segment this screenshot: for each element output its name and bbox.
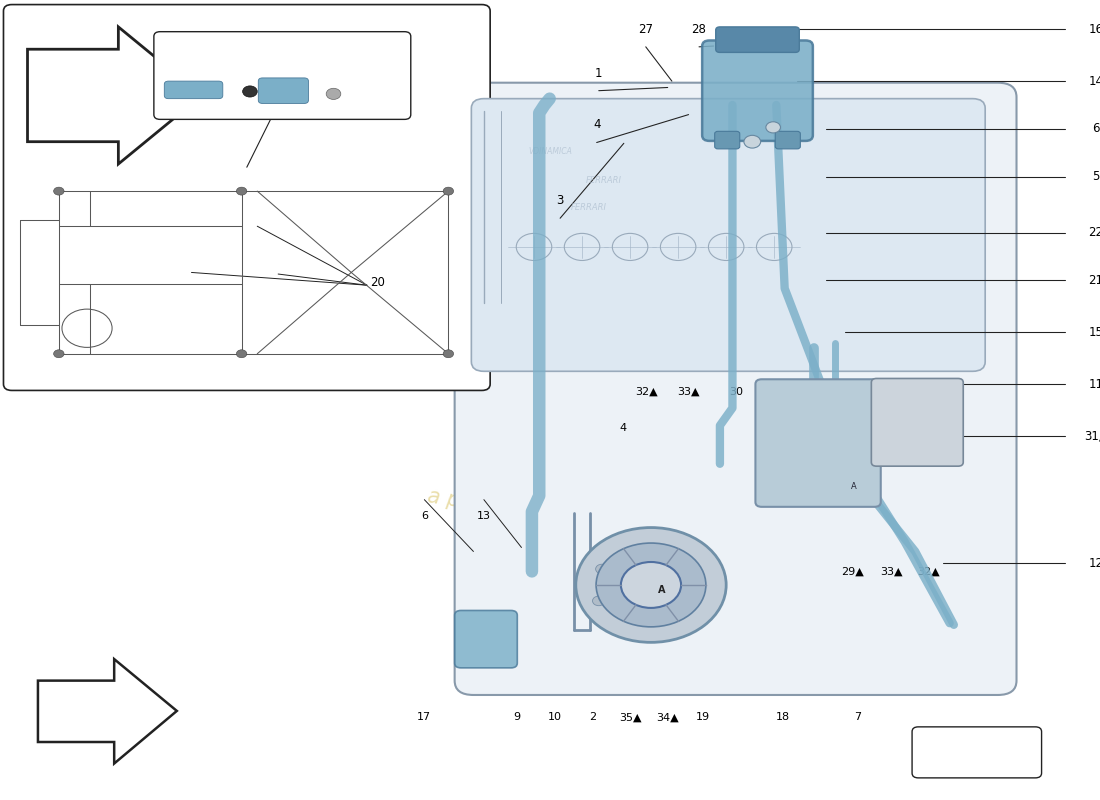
FancyBboxPatch shape (472, 98, 986, 371)
Circle shape (575, 527, 726, 642)
Polygon shape (37, 659, 177, 763)
Text: 9: 9 (514, 712, 521, 722)
FancyBboxPatch shape (454, 610, 517, 668)
Circle shape (243, 86, 257, 97)
FancyBboxPatch shape (715, 131, 740, 149)
Text: FERRARI: FERRARI (586, 176, 623, 185)
Text: 6: 6 (1092, 122, 1100, 135)
FancyBboxPatch shape (702, 41, 813, 141)
FancyBboxPatch shape (3, 5, 491, 390)
Text: 1: 1 (595, 66, 603, 80)
Circle shape (744, 135, 760, 148)
Text: 4: 4 (619, 423, 626, 433)
FancyBboxPatch shape (154, 32, 410, 119)
Text: 5: 5 (1092, 170, 1100, 183)
Text: 34▲: 34▲ (657, 712, 679, 722)
Text: 4: 4 (593, 118, 601, 131)
Text: 35▲: 35▲ (619, 712, 641, 722)
FancyBboxPatch shape (716, 27, 800, 53)
Circle shape (236, 350, 246, 358)
Text: 28: 28 (692, 22, 706, 36)
Polygon shape (28, 27, 202, 164)
Text: 22: 22 (1088, 226, 1100, 239)
Text: 13: 13 (477, 510, 491, 521)
Text: 11: 11 (1088, 378, 1100, 390)
Text: 30: 30 (729, 387, 744, 397)
Text: 17: 17 (417, 712, 431, 722)
Text: euro: euro (155, 272, 412, 369)
Circle shape (596, 543, 706, 627)
Circle shape (236, 187, 246, 195)
FancyBboxPatch shape (164, 81, 223, 98)
Text: 21: 21 (1088, 274, 1100, 287)
Text: 20: 20 (370, 275, 385, 289)
Text: 32▲: 32▲ (636, 387, 658, 397)
Text: 24: 24 (268, 56, 282, 66)
Text: 10: 10 (548, 712, 562, 722)
Text: 33▲: 33▲ (678, 387, 700, 397)
Circle shape (598, 580, 612, 590)
Text: 32▲: 32▲ (917, 566, 940, 577)
Text: ▲ = 8: ▲ = 8 (959, 746, 996, 759)
Text: 12: 12 (1088, 557, 1100, 570)
Text: 16: 16 (1088, 22, 1100, 36)
Text: 6: 6 (421, 510, 428, 521)
FancyBboxPatch shape (258, 78, 308, 103)
Text: a passion for parts: a passion for parts (426, 486, 621, 537)
Text: A: A (851, 482, 857, 490)
Circle shape (327, 88, 341, 99)
FancyBboxPatch shape (454, 82, 1016, 695)
Circle shape (620, 562, 681, 608)
Circle shape (443, 187, 453, 195)
Circle shape (54, 350, 64, 358)
Text: 18: 18 (776, 712, 790, 722)
Circle shape (54, 187, 64, 195)
FancyBboxPatch shape (912, 727, 1042, 778)
Text: 25: 25 (318, 56, 332, 66)
Circle shape (595, 564, 608, 574)
Text: 31▲: 31▲ (1084, 430, 1100, 442)
Text: 7: 7 (855, 712, 861, 722)
Circle shape (593, 596, 605, 606)
Text: VDINAMICA: VDINAMICA (529, 147, 573, 157)
Text: 33▲: 33▲ (880, 566, 902, 577)
Text: 27: 27 (638, 22, 653, 36)
Text: 3: 3 (557, 194, 564, 207)
Text: 19: 19 (696, 712, 711, 722)
FancyBboxPatch shape (756, 379, 881, 507)
Text: 29▲: 29▲ (842, 566, 864, 577)
FancyBboxPatch shape (776, 131, 801, 149)
Text: FERRARI: FERRARI (571, 203, 606, 212)
Text: 26: 26 (368, 56, 383, 66)
Text: A: A (658, 585, 666, 594)
Text: 23: 23 (219, 56, 233, 66)
Text: 14: 14 (1088, 74, 1100, 88)
Circle shape (443, 350, 453, 358)
FancyBboxPatch shape (871, 378, 964, 466)
Text: 2: 2 (588, 712, 596, 722)
Text: 15: 15 (1088, 326, 1100, 338)
Circle shape (766, 122, 781, 133)
